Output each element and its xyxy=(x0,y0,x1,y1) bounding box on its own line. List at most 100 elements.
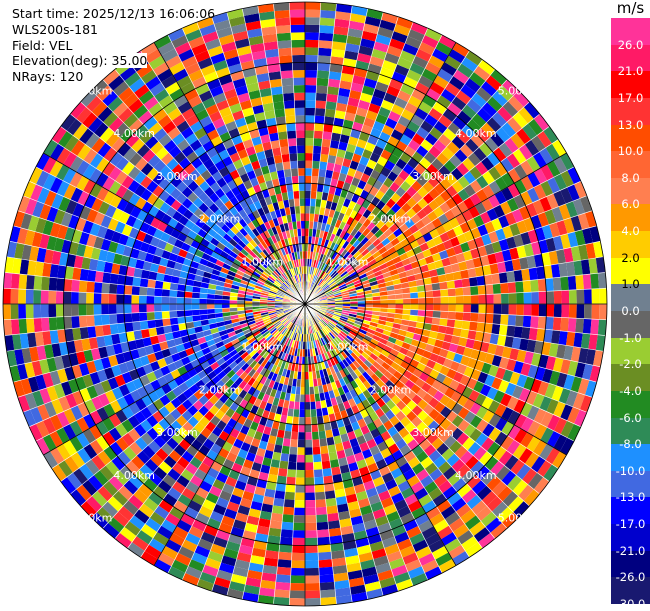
velocity-bin xyxy=(546,304,554,317)
velocity-bin xyxy=(273,498,284,507)
velocity-bin xyxy=(313,146,322,154)
range-ring-label: 2.00km xyxy=(199,213,241,226)
velocity-bin xyxy=(270,520,283,529)
velocity-bin xyxy=(305,130,314,138)
velocity-bin xyxy=(139,304,147,313)
range-ring-label: 4.00km xyxy=(113,127,155,140)
velocity-bin xyxy=(305,545,318,553)
velocity-bin xyxy=(531,292,539,304)
velocity-bin xyxy=(281,522,293,530)
velocity-bin xyxy=(292,545,305,553)
velocity-bin xyxy=(313,447,321,455)
velocity-bin xyxy=(295,485,305,493)
velocity-bin xyxy=(329,71,342,80)
velocity-bin xyxy=(501,304,509,315)
colorbar-tick-label: 8.0 xyxy=(611,172,650,184)
velocity-bin xyxy=(140,278,149,287)
velocity-bin xyxy=(599,288,607,304)
velocity-bin xyxy=(214,304,222,309)
velocity-bin xyxy=(147,287,155,296)
velocity-bin xyxy=(131,295,139,304)
field-label: Field: VEL xyxy=(12,38,215,54)
velocity-bin xyxy=(530,280,538,293)
velocity-bin xyxy=(560,317,569,331)
velocity-bin xyxy=(493,314,501,325)
velocity-bin xyxy=(177,291,185,298)
velocity-bin xyxy=(117,284,125,294)
velocity-bin xyxy=(132,286,140,295)
velocity-bin xyxy=(305,123,314,131)
velocity-bin xyxy=(316,78,328,86)
velocity-bin xyxy=(154,296,162,304)
velocity-bin xyxy=(321,453,330,462)
velocity-bin xyxy=(56,317,65,330)
velocity-bin xyxy=(79,315,87,327)
velocity-bin xyxy=(322,139,331,148)
velocity-bin xyxy=(268,528,281,537)
velocity-bin xyxy=(147,312,155,321)
velocity-bin xyxy=(318,55,331,64)
velocity-bin xyxy=(299,402,305,410)
velocity-bin xyxy=(286,123,296,131)
velocity-bin xyxy=(274,10,290,19)
info-panel: Start time: 2025/12/13 16:06:06 WLS200s-… xyxy=(12,6,215,85)
velocity-bin xyxy=(295,108,305,116)
velocity-bin xyxy=(279,55,292,64)
velocity-bin xyxy=(293,70,305,78)
velocity-bin xyxy=(590,273,599,289)
velocity-bin xyxy=(291,168,298,176)
velocity-bin xyxy=(33,304,41,318)
velocity-bin xyxy=(101,304,109,315)
velocity-bin xyxy=(575,318,584,333)
velocity-bin xyxy=(296,470,305,478)
velocity-bin xyxy=(155,280,163,289)
velocity-bin xyxy=(509,304,517,315)
velocity-bin xyxy=(199,304,207,310)
velocity-bin xyxy=(289,2,305,10)
velocity-bin xyxy=(139,287,147,296)
velocity-bin xyxy=(530,316,538,329)
velocity-bin xyxy=(514,326,523,338)
velocity-bin xyxy=(314,131,323,139)
range-ring-label: 1.00km xyxy=(242,341,284,354)
velocity-bin xyxy=(561,290,569,304)
velocity-bin xyxy=(521,327,530,340)
velocity-bin xyxy=(305,25,320,33)
velocity-bin xyxy=(305,462,314,470)
velocity-bin xyxy=(305,17,320,25)
velocity-bin xyxy=(286,477,296,485)
velocity-bin xyxy=(315,499,326,507)
velocity-bin xyxy=(328,79,341,88)
velocity-bin xyxy=(63,304,71,317)
velocity-bin xyxy=(322,131,332,140)
range-ring-label: 3.00km xyxy=(412,426,454,439)
velocity-bin xyxy=(207,304,215,309)
velocity-bin xyxy=(469,321,478,331)
velocity-bin xyxy=(87,270,96,282)
velocity-bin xyxy=(316,85,328,93)
velocity-bin xyxy=(433,304,441,311)
velocity-bin xyxy=(273,101,284,110)
velocity-bin xyxy=(317,70,330,78)
range-ring-label: 2.00km xyxy=(199,383,241,396)
velocity-bin xyxy=(278,468,288,477)
velocity-bin xyxy=(485,284,493,294)
velocity-bin xyxy=(207,299,215,304)
velocity-bin xyxy=(418,291,426,298)
velocity-bin xyxy=(560,276,569,290)
velocity-bin xyxy=(72,328,81,341)
velocity-bin xyxy=(281,529,294,537)
velocity-bin xyxy=(316,93,327,101)
velocity-bin xyxy=(463,295,471,304)
velocity-bin xyxy=(469,277,478,287)
velocity-bin xyxy=(110,273,119,284)
velocity-bin xyxy=(322,468,332,477)
velocity-bin xyxy=(272,94,284,103)
velocity-bin xyxy=(222,304,230,308)
velocity-bin xyxy=(493,283,501,294)
velocity-bin xyxy=(56,291,64,304)
velocity-bin xyxy=(425,310,433,317)
velocity-bin xyxy=(305,100,316,108)
velocity-bin xyxy=(305,530,317,538)
velocity-bin xyxy=(41,304,49,318)
